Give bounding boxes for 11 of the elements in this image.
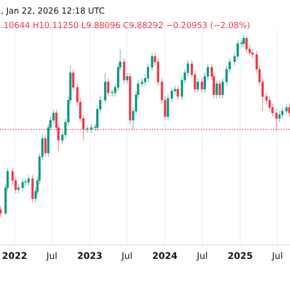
x-tick-label: 2025 bbox=[228, 252, 252, 259]
x-tick-label: 2024 bbox=[153, 252, 178, 259]
candlestick bbox=[24, 178, 27, 186]
x-tick-label: Jul bbox=[121, 252, 132, 261]
text: .10644 H10.11250 L9.88096 C9.88292 −0.20953 (−2.08%) bbox=[2, 22, 250, 30]
x-tick-label: Jul bbox=[272, 252, 282, 261]
x-tick-label: Jul bbox=[46, 252, 56, 261]
x-tick-label: 2022 bbox=[2, 252, 26, 259]
x-tick-label: 2023 bbox=[78, 252, 102, 259]
text: , Jan 22, 2026 12:18 UTC bbox=[2, 7, 104, 16]
x-tick-label: Jul bbox=[196, 252, 207, 261]
